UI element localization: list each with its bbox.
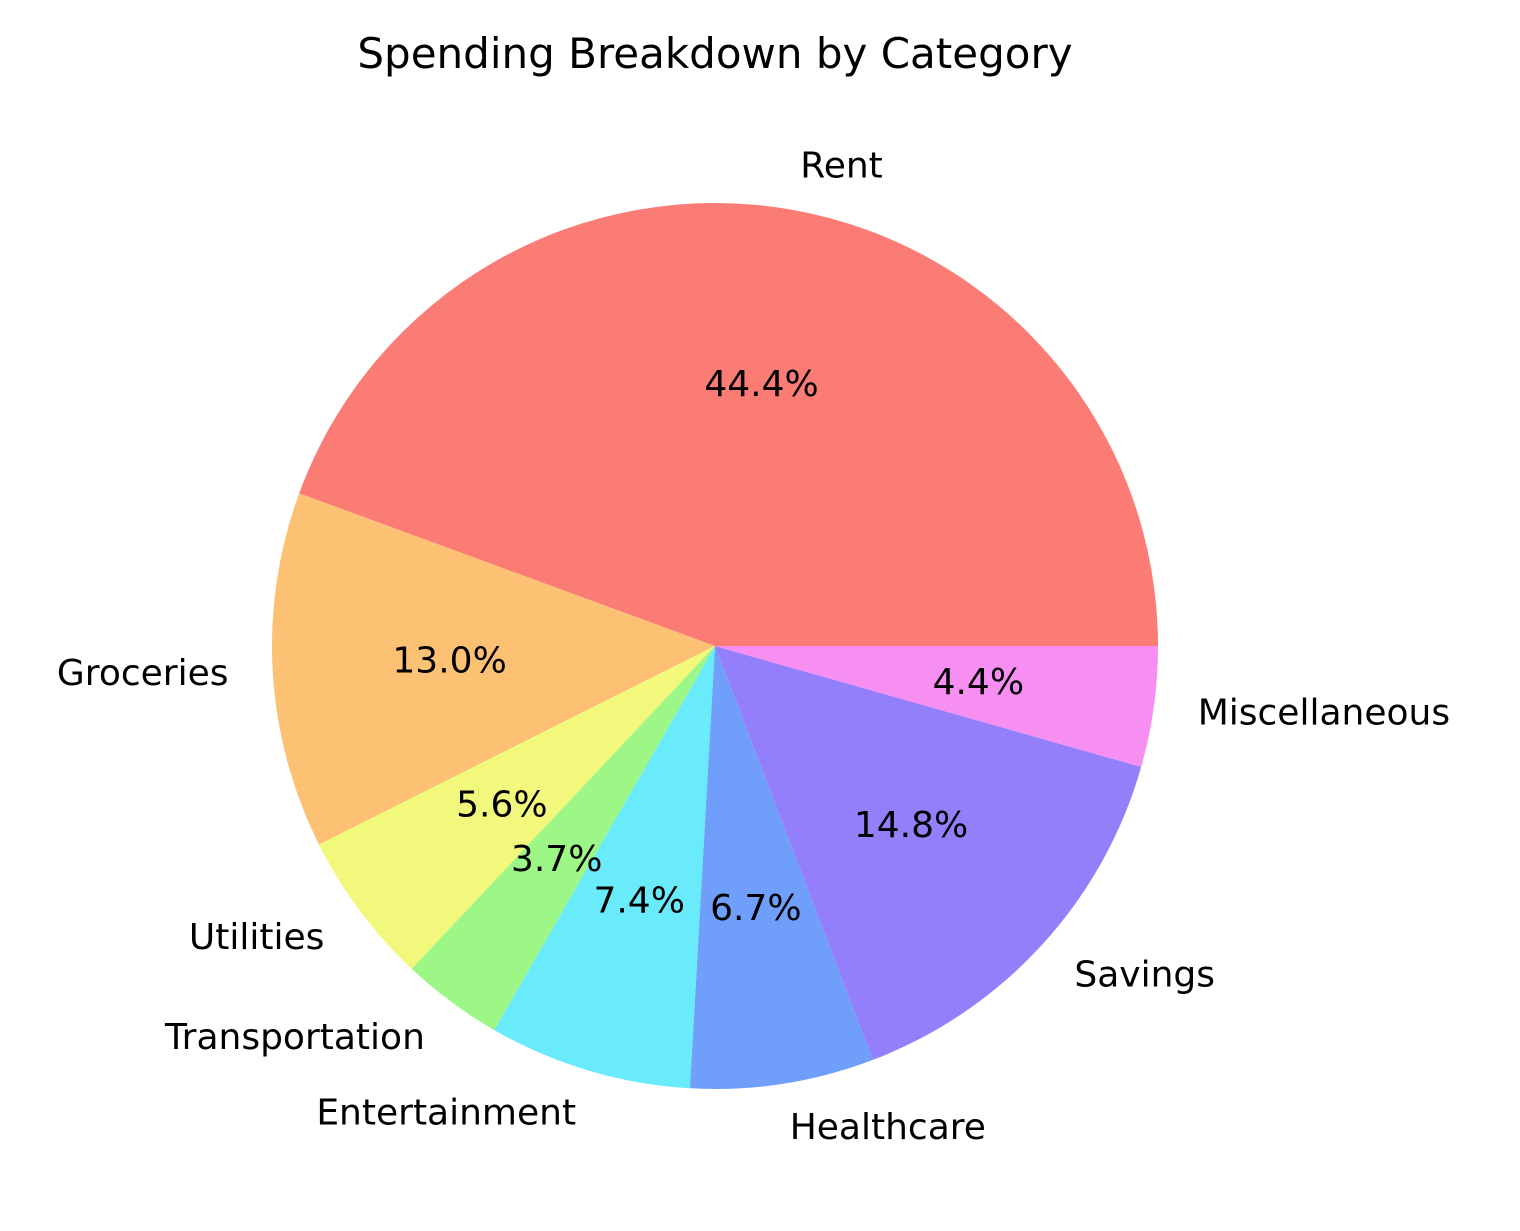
pct-label-savings: 14.8% (854, 805, 968, 846)
pie-slice-groceries (272, 493, 715, 845)
pie-slice-transportation (411, 646, 715, 1031)
category-label-miscellaneous: Miscellaneous (1198, 693, 1450, 734)
pct-label-groceries: 13.0% (392, 641, 506, 682)
pct-label-entertainment: 7.4% (593, 880, 684, 921)
chart-title: Spending Breakdown by Category (357, 29, 1072, 78)
pie-slices (272, 202, 1158, 1089)
percentage-labels: 44.4% 13.0% 5.6% 3.7%7.4% 6.7% 14.8% 4.4% (392, 364, 1024, 929)
category-label-savings: Savings (1074, 955, 1215, 996)
category-label-transportation: Transportation (164, 1017, 425, 1058)
pie-slice-savings (715, 646, 1142, 1060)
pct-label-transportation: 3.7% (511, 839, 602, 880)
pct-label-utilities: 5.6% (456, 784, 547, 825)
pie-slice-rent (299, 202, 1158, 647)
pct-label-rent: 44.4% (704, 364, 818, 405)
category-labels: Rent Groceries Utilities Transportation Ente… (57, 146, 1450, 1148)
pie-slice-healthcare (689, 646, 873, 1089)
category-label-rent: Rent (800, 146, 882, 187)
pie-slice-utilities (319, 646, 715, 969)
category-label-entertainment: Entertainment (316, 1093, 576, 1134)
pct-label-miscellaneous: 4.4% (933, 662, 1024, 703)
category-label-groceries: Groceries (57, 653, 229, 694)
category-label-healthcare: Healthcare (790, 1107, 986, 1148)
category-label-utilities: Utilities (189, 917, 325, 958)
pie-slice-entertainment (494, 646, 715, 1089)
pie-slice-miscellaneous (715, 646, 1158, 767)
pct-label-healthcare: 6.7% (710, 888, 801, 929)
